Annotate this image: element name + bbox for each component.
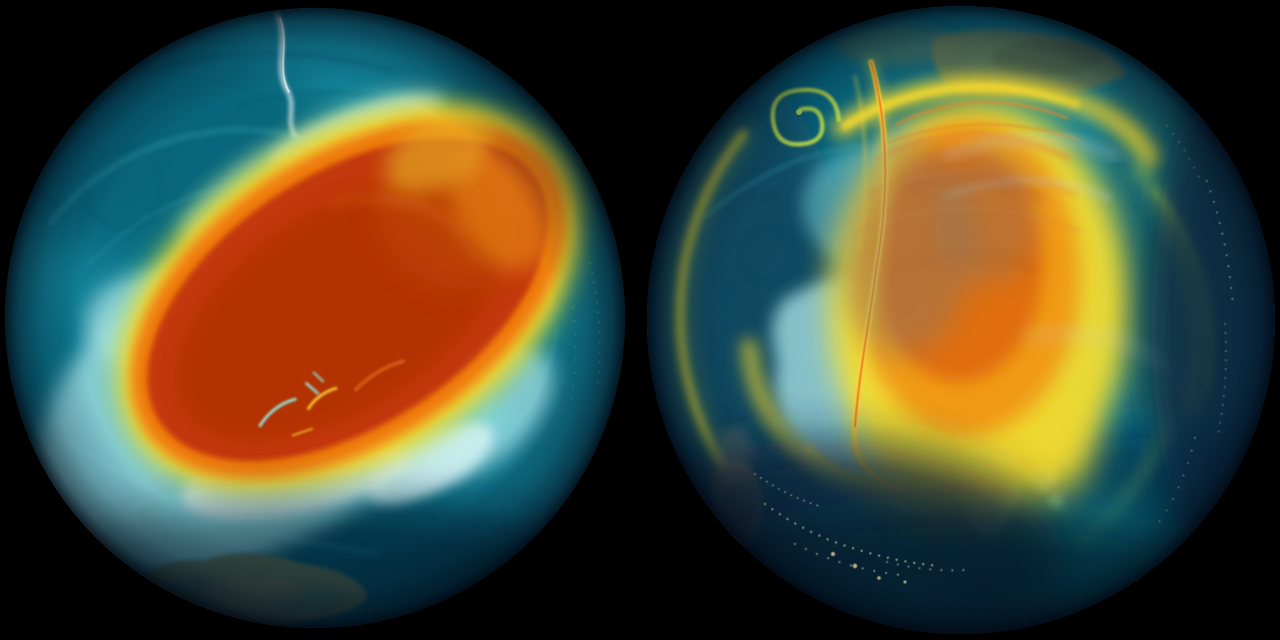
northern-hemisphere-globe <box>647 6 1275 634</box>
small-island <box>114 583 120 589</box>
southern-hemisphere-globe <box>5 8 625 628</box>
limb-shadow <box>5 8 625 628</box>
small-island <box>99 572 107 580</box>
limb-shadow <box>647 6 1275 634</box>
